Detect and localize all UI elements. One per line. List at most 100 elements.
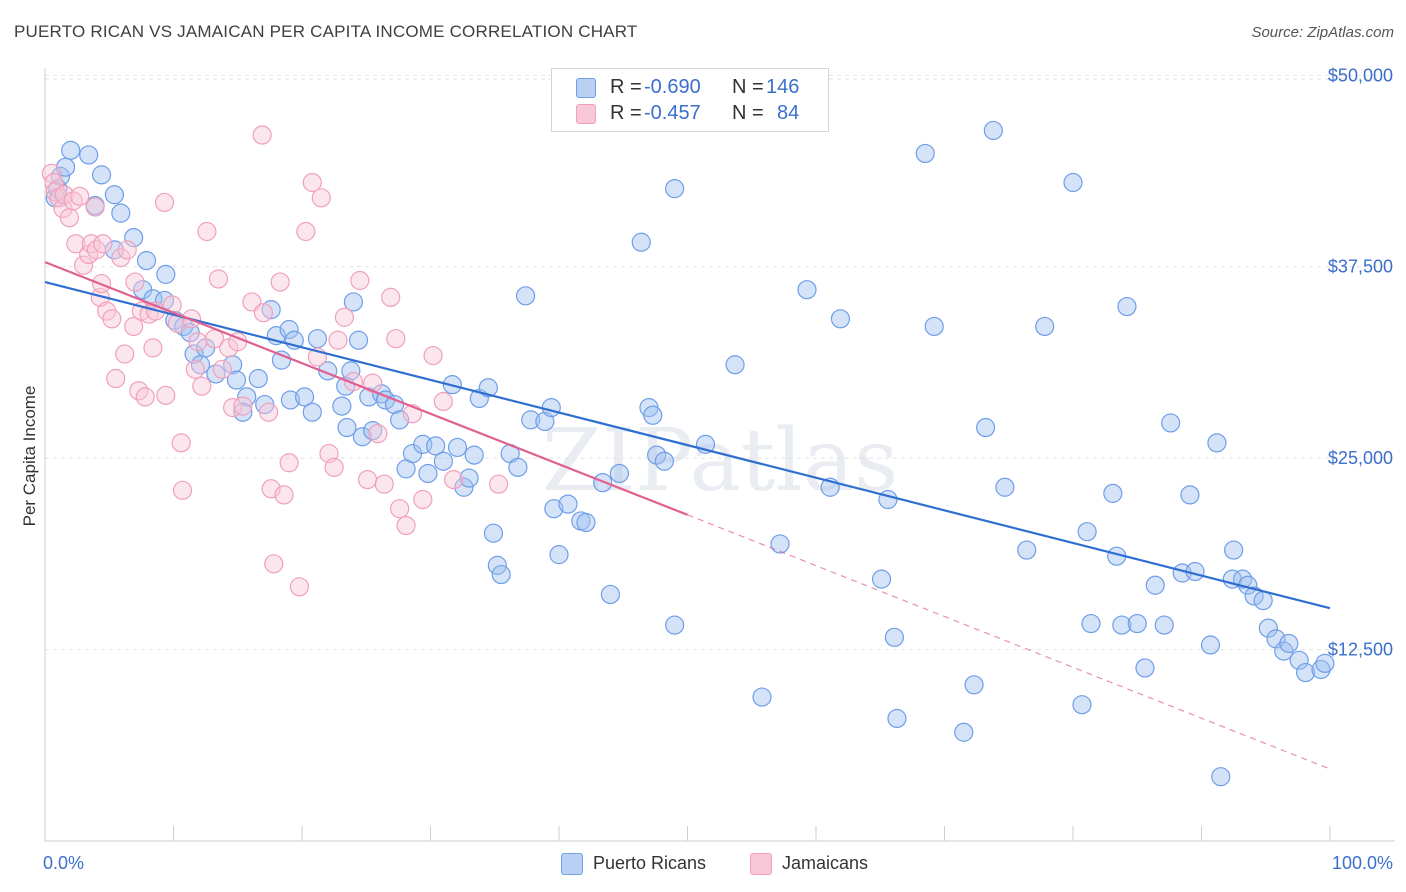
legend-swatch-pink	[576, 104, 596, 124]
jamaican-point	[143, 338, 163, 358]
jamaican-point	[212, 359, 232, 379]
puerto-rican-point	[1295, 662, 1316, 683]
puerto-rican-point	[294, 387, 315, 407]
puerto-rican-point	[418, 463, 438, 484]
jamaican-point	[413, 489, 433, 510]
jamaican-point	[296, 221, 316, 242]
jamaican-point	[192, 376, 212, 396]
jamaican-point	[233, 396, 253, 416]
puerto-rican-point	[1081, 613, 1101, 634]
y-tick-label: $37,500	[1328, 257, 1393, 277]
puerto-rican-point	[954, 722, 974, 742]
puerto-rican-point	[887, 708, 907, 729]
puerto-rican-point	[515, 286, 536, 306]
watermark: ZIPatlas	[542, 411, 898, 511]
puerto-rican-point	[631, 232, 651, 252]
jamaican-point	[489, 474, 509, 494]
puerto-rican-point	[156, 264, 176, 284]
chart-title: PUERTO RICAN VS JAMAICAN PER CAPITA INCO…	[14, 22, 638, 41]
puerto-rican-point	[79, 145, 99, 165]
puerto-rican-point	[1289, 650, 1309, 670]
jamaican-point	[357, 469, 378, 490]
jamaican-point	[125, 272, 145, 292]
puerto-rican-point	[1103, 483, 1123, 503]
puerto-rican-point	[478, 378, 498, 398]
puerto-rican-point	[91, 165, 112, 185]
puerto-rican-point	[111, 203, 131, 223]
jamaican-point	[102, 309, 122, 329]
puerto-rican-point	[752, 687, 772, 707]
jamaican-point	[223, 398, 243, 418]
puerto-rican-point	[797, 280, 817, 300]
puerto-rican-point	[544, 499, 564, 519]
jamaican-point	[302, 172, 322, 193]
puerto-rican-point	[280, 390, 301, 410]
puerto-rican-point	[1224, 540, 1244, 560]
puerto-rican-point	[226, 370, 247, 390]
puerto-rican-point	[248, 368, 268, 389]
jamaican-point	[197, 221, 217, 242]
puerto-rican-point	[884, 627, 904, 647]
puerto-rican-point	[426, 436, 446, 456]
puerto-rican-point	[770, 534, 790, 554]
puerto-rican-point	[1253, 590, 1273, 611]
puerto-rican-point	[995, 477, 1015, 497]
puerto-rican-point	[1233, 569, 1253, 589]
bottom-legend-swatch-pink	[750, 853, 772, 875]
jamaican-point	[115, 344, 135, 364]
puerto-rican-point	[508, 457, 528, 477]
legend-n-value: 84	[777, 102, 800, 124]
jamaican-point	[444, 469, 464, 490]
puerto-rican-point	[643, 405, 663, 425]
puerto-rican-point	[348, 330, 369, 350]
puerto-rican-point	[337, 417, 357, 438]
jamaican-point	[270, 272, 290, 292]
jamaican-trendline	[44, 261, 688, 516]
puerto-rican-point	[1072, 695, 1092, 715]
puerto-rican-point	[1035, 316, 1055, 337]
jamaican-point	[334, 307, 355, 327]
bottom-legend-swatch-blue	[561, 853, 583, 875]
puerto-rican-point	[1017, 540, 1037, 560]
jamaican-point	[73, 255, 94, 275]
puerto-rican-point	[1117, 296, 1137, 317]
legend-n-value: 146	[766, 76, 800, 98]
bottom-legend-label: Puerto Ricans	[593, 853, 707, 873]
puerto-rican-point	[454, 477, 474, 497]
puerto-rican-point	[976, 417, 996, 438]
puerto-rican-point	[483, 523, 504, 543]
puerto-rican-point	[665, 615, 685, 635]
puerto-rican-point	[1207, 433, 1227, 453]
puerto-rican-point	[343, 292, 363, 312]
jamaican-point	[111, 247, 131, 268]
puerto-rican-point	[600, 584, 621, 605]
puerto-rican-point	[725, 355, 745, 375]
legend-r-value: -0.690	[644, 76, 701, 98]
puerto-rican-point	[665, 179, 685, 199]
jamaican-point	[396, 515, 416, 536]
y-tick-label: $50,000	[1328, 65, 1393, 85]
puerto-rican-point	[830, 309, 851, 329]
jamaican-point	[433, 391, 453, 412]
puerto-rican-point	[1315, 653, 1335, 673]
puerto-rican-point	[302, 402, 322, 422]
puerto-rican-point	[871, 569, 892, 589]
stats-legend: R = -0.690 N = 146 R = -0.457 N = 84	[551, 68, 829, 132]
puerto-rican-point	[1180, 485, 1200, 505]
jamaican-point	[381, 287, 401, 307]
jamaican-point	[208, 269, 229, 289]
x-tick-label: 0.0%	[43, 853, 84, 873]
puerto-rican-point	[61, 140, 81, 160]
puerto-rican-point	[541, 398, 561, 418]
legend-r-value: -0.457	[644, 102, 701, 124]
source-label: Source: ZipAtlas.com	[1251, 24, 1394, 41]
puerto-rican-point	[1161, 413, 1181, 433]
puerto-rican-point	[433, 451, 453, 471]
puerto-rican-point	[279, 319, 299, 340]
puerto-rican-point	[1211, 767, 1231, 787]
puerto-rican-point	[352, 427, 372, 447]
puerto-rican-point	[1266, 629, 1286, 649]
puerto-rican-point	[1127, 613, 1147, 634]
puerto-rican-point	[915, 143, 935, 164]
puerto-rican-point	[1244, 586, 1264, 606]
